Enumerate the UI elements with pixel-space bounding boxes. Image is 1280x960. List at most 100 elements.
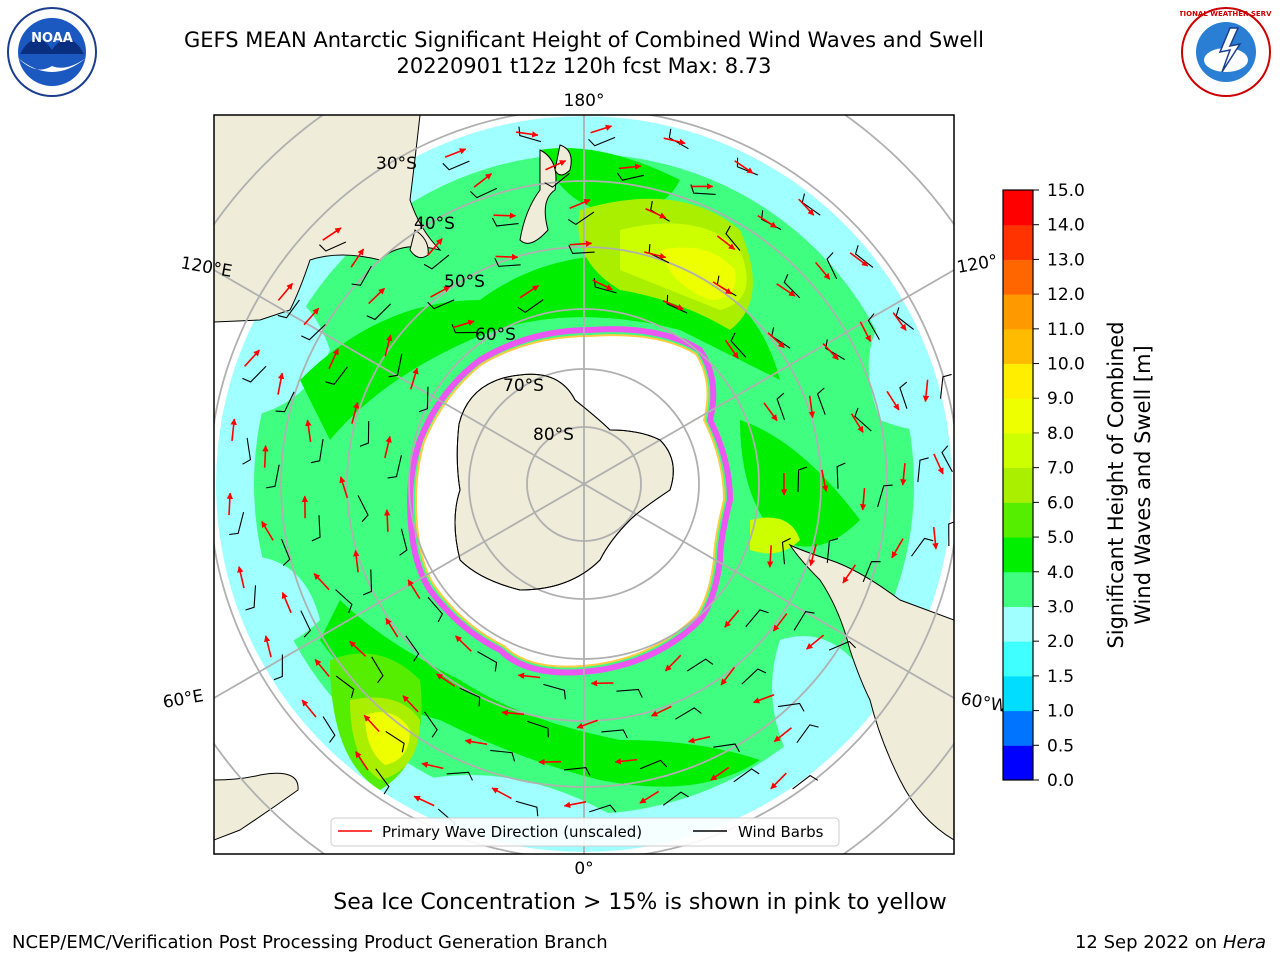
wave-direction-arrow bbox=[363, 714, 380, 733]
wave-direction-arrow bbox=[859, 321, 872, 342]
wind-barb bbox=[517, 299, 544, 313]
wave-direction-arrow bbox=[350, 248, 365, 268]
colorbar-segment bbox=[1003, 294, 1033, 330]
wave-direction-arrow bbox=[436, 673, 456, 687]
wave-direction-arrow bbox=[452, 319, 475, 329]
wind-barb bbox=[568, 211, 595, 226]
wind-barb bbox=[515, 800, 539, 817]
wind-barb bbox=[405, 635, 420, 662]
wave-direction-arrow bbox=[808, 544, 817, 567]
wind-barb bbox=[816, 387, 826, 415]
colorbar-segment bbox=[1003, 537, 1033, 573]
wind-barb bbox=[777, 702, 805, 712]
wind-barb bbox=[469, 187, 498, 199]
wave-direction-arrow bbox=[808, 395, 816, 419]
wind-barb bbox=[446, 771, 473, 781]
wind-barb bbox=[427, 299, 455, 310]
wave-direction-arrow bbox=[798, 198, 815, 216]
colorbar-tick-label: 12.0 bbox=[1047, 285, 1085, 305]
wind-barb bbox=[741, 668, 767, 685]
wind-barb bbox=[427, 596, 444, 623]
colorbar-segment bbox=[1003, 571, 1033, 607]
colorbar-frame bbox=[1002, 189, 1034, 781]
wave-direction-arrow bbox=[724, 609, 740, 628]
wave-direction-arrow bbox=[244, 349, 261, 367]
wind-barb bbox=[941, 445, 953, 473]
lat-label-80s: 80°S bbox=[533, 425, 574, 445]
colorbar-tick-label: 1.5 bbox=[1047, 667, 1074, 687]
wave-direction-arrow bbox=[821, 469, 829, 493]
wave-direction-arrow bbox=[353, 549, 360, 573]
wind-barb bbox=[745, 609, 769, 628]
wind-barb bbox=[601, 729, 628, 739]
colorbar: 0.0 0.5 1.0 1.5 2.0 3.0 4.0 5.0 6.0 7.0 8.0 9.0 10.0… bbox=[1002, 181, 1085, 791]
wind-barb bbox=[399, 528, 408, 556]
wave-direction-arrow bbox=[314, 659, 330, 677]
wind-barb bbox=[616, 172, 644, 181]
wave-direction-arrow bbox=[849, 252, 869, 267]
wave-direction-arrow bbox=[384, 334, 393, 357]
wave-direction-arrow bbox=[427, 238, 443, 256]
wind-barb bbox=[826, 252, 838, 280]
wind-barb bbox=[366, 303, 391, 321]
wave-direction-arrow bbox=[900, 463, 907, 486]
colorbar-segment bbox=[1003, 641, 1033, 677]
wind-barb bbox=[423, 254, 450, 270]
wave-direction-arrow bbox=[493, 212, 517, 219]
wave-direction-arrow bbox=[664, 654, 682, 672]
wave-direction-arrow bbox=[772, 613, 788, 632]
footer-date: 12 Sep 2022 on Hera bbox=[1075, 932, 1266, 953]
wind-barb bbox=[639, 759, 668, 770]
lat-label-70s: 70°S bbox=[503, 376, 544, 396]
wave-direction-arrow bbox=[303, 307, 320, 326]
wave-direction-arrow bbox=[716, 235, 736, 251]
wave-direction-arrow bbox=[712, 281, 733, 295]
lat-label-60s: 60°S bbox=[475, 325, 516, 345]
lat-label-30s: 30°S bbox=[376, 154, 417, 174]
wind-barb bbox=[300, 610, 312, 638]
colorbar-tick-label: 14.0 bbox=[1047, 216, 1085, 236]
wave-direction-arrow bbox=[618, 163, 642, 170]
wind-barb bbox=[792, 774, 819, 790]
wind-barb bbox=[877, 484, 893, 508]
wave-direction-arrow bbox=[421, 761, 444, 770]
chart-title: GEFS MEAN Antarctic Significant Height o… bbox=[183, 28, 985, 52]
sea-ice-region bbox=[406, 326, 734, 676]
colorbar-segment bbox=[1003, 190, 1033, 226]
wind-barb bbox=[854, 407, 872, 432]
wave-direction-arrow bbox=[662, 299, 684, 310]
wave-direction-arrow bbox=[339, 476, 349, 499]
chart-subtitle: 20220901 t12z 120h fcst Max: 8.73 bbox=[396, 54, 772, 78]
wind-barb bbox=[563, 767, 591, 776]
wave-direction-arrow bbox=[773, 727, 792, 743]
wave-direction-arrow bbox=[614, 758, 638, 765]
wave-direction-arrow bbox=[645, 208, 667, 219]
nws-logo-text: NATIONAL WEATHER SERVICE bbox=[1180, 10, 1272, 18]
wind-barb bbox=[273, 654, 283, 681]
wind-barb bbox=[322, 716, 336, 743]
wave-direction-arrow bbox=[932, 527, 939, 550]
wave-direction-arrow bbox=[724, 339, 739, 359]
wave-direction-arrow bbox=[385, 617, 399, 638]
sea-ice-note: Sea Ice Concentration > 15% is shown in … bbox=[333, 890, 947, 915]
wave-direction-arrow bbox=[491, 787, 512, 800]
wave-direction-arrow bbox=[886, 390, 900, 411]
lon-label-60e: 60°E bbox=[161, 686, 205, 713]
wind-barb bbox=[730, 332, 747, 358]
wave-direction-arrow bbox=[262, 445, 269, 468]
wind-barb bbox=[387, 455, 402, 479]
wave-direction-arrow bbox=[776, 283, 796, 297]
wave-direction-arrow bbox=[922, 379, 930, 403]
wave-direction-arrow bbox=[563, 801, 587, 809]
wind-barb bbox=[335, 675, 355, 699]
colorbar-tick-label: 9.0 bbox=[1047, 389, 1074, 409]
wave-direction-arrow bbox=[515, 131, 539, 138]
wind-barb bbox=[911, 537, 934, 557]
wave-direction-arrow bbox=[767, 332, 785, 349]
colorbar-tick-label: 4.0 bbox=[1047, 563, 1074, 583]
colorbar-label-line2: Wind Waves and Swell [m] bbox=[1131, 345, 1155, 625]
colorbar-segment bbox=[1003, 606, 1033, 642]
wind-barb bbox=[686, 658, 714, 672]
wave-direction-arrow bbox=[368, 287, 386, 305]
colorbar-tick-label: 10.0 bbox=[1047, 355, 1085, 375]
